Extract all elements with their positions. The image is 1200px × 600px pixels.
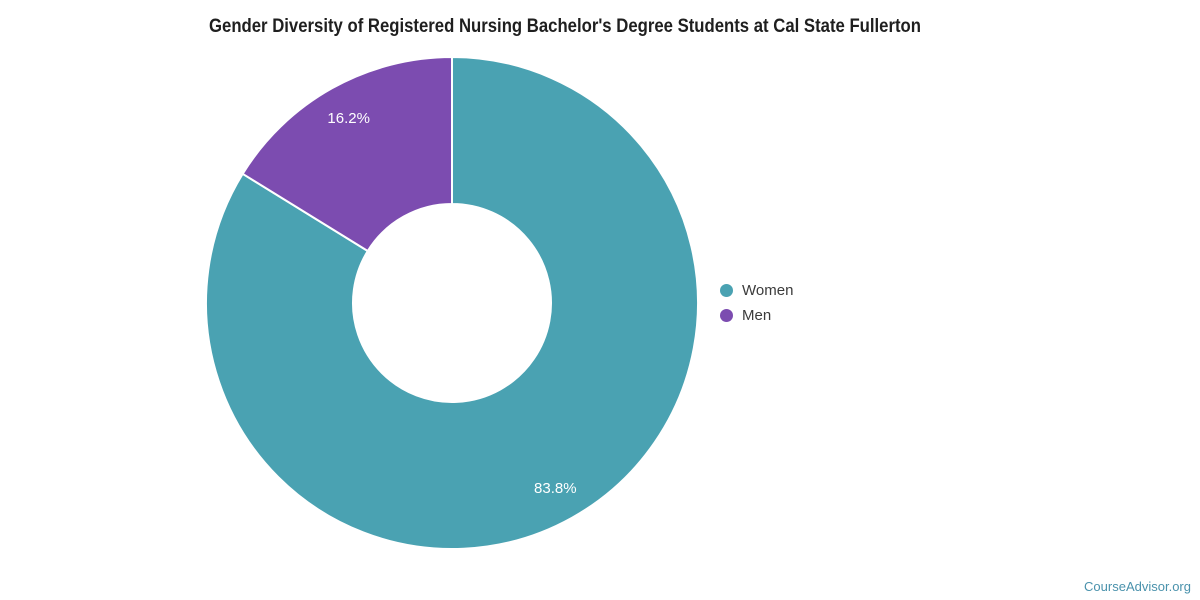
slice-value-label-men: 16.2%: [327, 110, 370, 127]
legend-swatch-women-icon: [720, 284, 733, 297]
slice-value-label-women: 83.8%: [534, 480, 577, 497]
legend: Women Men: [720, 278, 793, 328]
legend-label-men: Men: [742, 307, 772, 324]
pie-slice-women[interactable]: [205, 56, 699, 550]
legend-swatch-men-icon: [720, 309, 733, 322]
courseadvisor-link[interactable]: CourseAdvisor.org: [1084, 579, 1191, 594]
legend-label-women: Women: [742, 282, 794, 299]
chart-title: Gender Diversity of Registered Nursing B…: [209, 16, 921, 37]
legend-item-women[interactable]: Women: [720, 278, 793, 303]
pie-slice-men[interactable]: [241, 56, 453, 253]
legend-item-men[interactable]: Men: [720, 303, 793, 328]
